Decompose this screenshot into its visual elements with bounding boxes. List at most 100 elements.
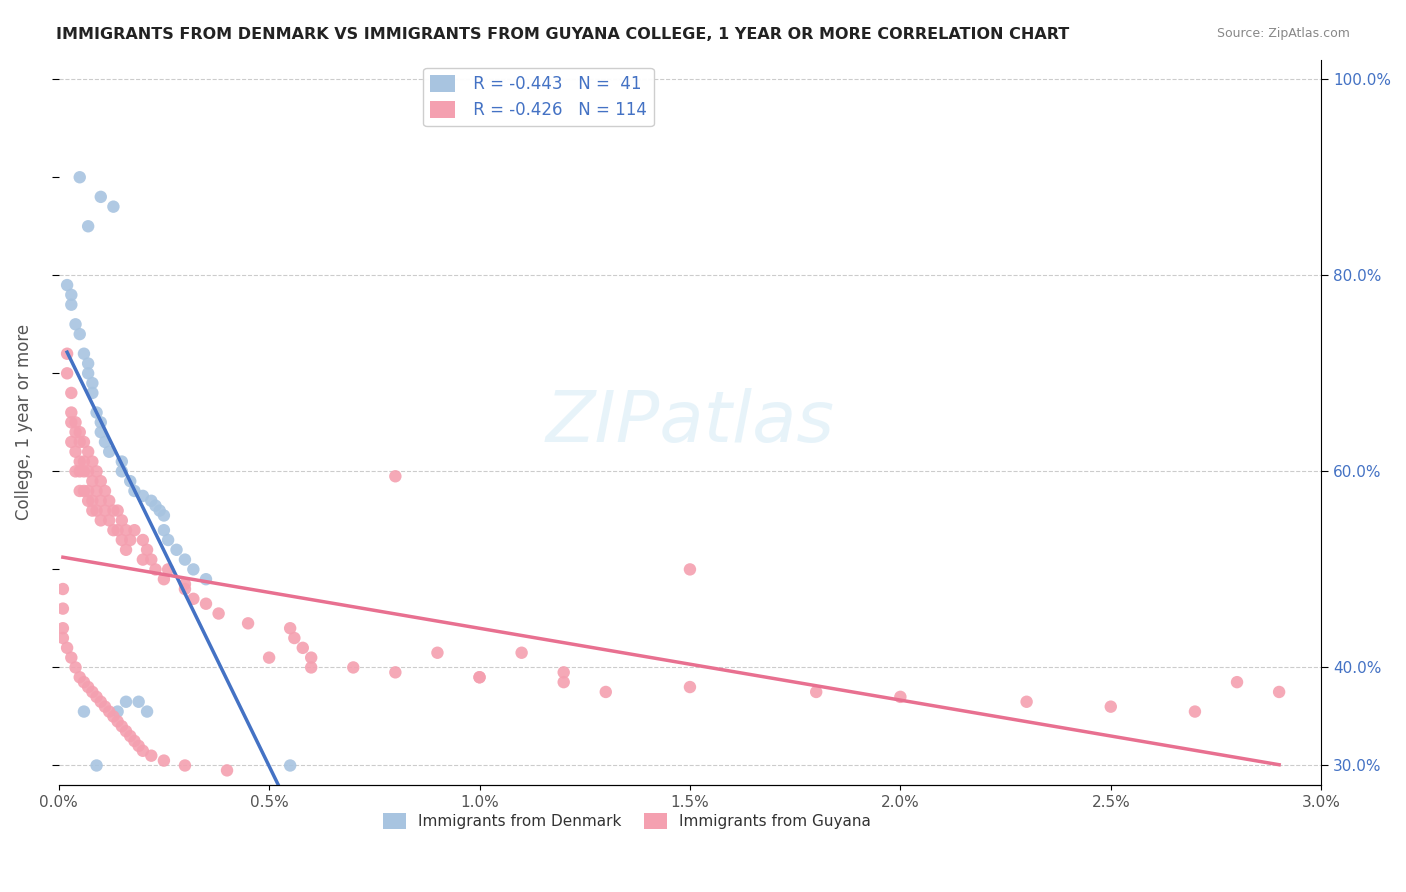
- Point: [283, 631, 305, 645]
- Point: [141, 552, 163, 566]
- Point: [77, 444, 100, 458]
- Point: [111, 513, 134, 527]
- Point: [128, 739, 150, 753]
- Point: [132, 489, 155, 503]
- Point: [86, 758, 108, 772]
- Point: [103, 709, 125, 723]
- Point: [60, 298, 83, 312]
- Point: [65, 660, 87, 674]
- Point: [426, 646, 449, 660]
- Legend: Immigrants from Denmark, Immigrants from Guyana: Immigrants from Denmark, Immigrants from…: [377, 807, 877, 836]
- Point: [94, 503, 117, 517]
- Point: [553, 675, 575, 690]
- Point: [69, 464, 91, 478]
- Point: [69, 483, 91, 498]
- Point: [153, 508, 176, 523]
- Point: [120, 533, 142, 547]
- Point: [90, 493, 112, 508]
- Point: [157, 562, 180, 576]
- Point: [65, 318, 87, 332]
- Point: [111, 454, 134, 468]
- Point: [120, 474, 142, 488]
- Point: [115, 523, 138, 537]
- Point: [65, 425, 87, 439]
- Point: [90, 415, 112, 429]
- Point: [806, 685, 828, 699]
- Point: [86, 464, 108, 478]
- Point: [82, 474, 104, 488]
- Point: [215, 764, 238, 778]
- Point: [145, 562, 167, 576]
- Point: [77, 367, 100, 381]
- Point: [73, 464, 96, 478]
- Point: [77, 493, 100, 508]
- Point: [82, 503, 104, 517]
- Point: [153, 572, 176, 586]
- Point: [69, 670, 91, 684]
- Point: [342, 660, 364, 674]
- Point: [384, 665, 406, 680]
- Point: [69, 425, 91, 439]
- Point: [52, 621, 75, 635]
- Point: [60, 386, 83, 401]
- Point: [82, 454, 104, 468]
- Point: [115, 542, 138, 557]
- Point: [60, 434, 83, 449]
- Point: [69, 170, 91, 185]
- Point: [889, 690, 911, 704]
- Point: [115, 724, 138, 739]
- Point: [52, 631, 75, 645]
- Text: IMMIGRANTS FROM DENMARK VS IMMIGRANTS FROM GUYANA COLLEGE, 1 YEAR OR MORE CORREL: IMMIGRANTS FROM DENMARK VS IMMIGRANTS FR…: [56, 27, 1070, 42]
- Point: [299, 660, 322, 674]
- Point: [124, 483, 146, 498]
- Point: [1015, 695, 1038, 709]
- Point: [73, 483, 96, 498]
- Point: [52, 601, 75, 615]
- Point: [132, 744, 155, 758]
- Point: [468, 670, 491, 684]
- Point: [111, 464, 134, 478]
- Point: [195, 572, 218, 586]
- Point: [90, 513, 112, 527]
- Y-axis label: College, 1 year or more: College, 1 year or more: [15, 325, 32, 520]
- Point: [69, 327, 91, 342]
- Point: [679, 680, 702, 694]
- Point: [291, 640, 314, 655]
- Point: [56, 347, 79, 361]
- Point: [103, 523, 125, 537]
- Point: [257, 650, 280, 665]
- Point: [157, 533, 180, 547]
- Point: [1268, 685, 1291, 699]
- Point: [468, 670, 491, 684]
- Point: [82, 493, 104, 508]
- Point: [82, 376, 104, 391]
- Point: [1184, 705, 1206, 719]
- Point: [141, 748, 163, 763]
- Point: [65, 444, 87, 458]
- Point: [60, 405, 83, 419]
- Point: [278, 621, 301, 635]
- Point: [98, 444, 121, 458]
- Point: [174, 582, 197, 596]
- Point: [124, 523, 146, 537]
- Point: [60, 288, 83, 302]
- Point: [183, 562, 205, 576]
- Point: [107, 705, 129, 719]
- Point: [52, 582, 75, 596]
- Point: [132, 533, 155, 547]
- Point: [86, 503, 108, 517]
- Point: [56, 640, 79, 655]
- Point: [90, 425, 112, 439]
- Point: [153, 523, 176, 537]
- Point: [90, 474, 112, 488]
- Point: [124, 734, 146, 748]
- Point: [98, 493, 121, 508]
- Point: [103, 200, 125, 214]
- Point: [1099, 699, 1122, 714]
- Point: [82, 386, 104, 401]
- Point: [60, 650, 83, 665]
- Point: [73, 705, 96, 719]
- Point: [65, 464, 87, 478]
- Point: [94, 483, 117, 498]
- Point: [56, 278, 79, 293]
